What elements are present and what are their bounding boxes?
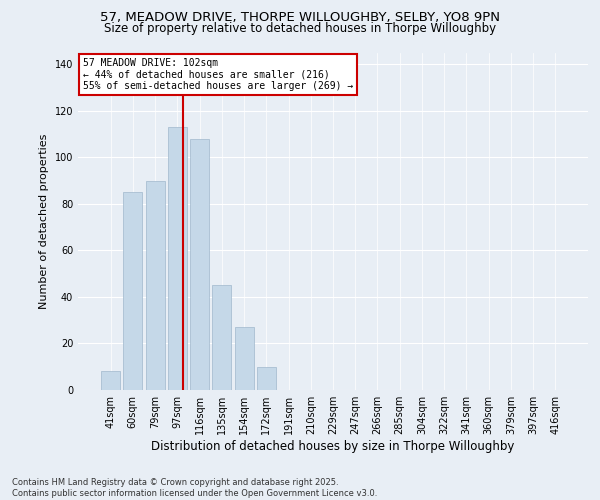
Bar	[257, 366, 276, 390]
Bar	[235, 327, 254, 390]
Bar	[124, 192, 142, 390]
Text: 57, MEADOW DRIVE, THORPE WILLOUGHBY, SELBY, YO8 9PN: 57, MEADOW DRIVE, THORPE WILLOUGHBY, SEL…	[100, 11, 500, 24]
Bar	[101, 372, 120, 390]
Bar	[190, 138, 209, 390]
X-axis label: Distribution of detached houses by size in Thorpe Willoughby: Distribution of detached houses by size …	[151, 440, 515, 453]
Bar	[168, 127, 187, 390]
Bar	[212, 286, 231, 390]
Text: 57 MEADOW DRIVE: 102sqm
← 44% of detached houses are smaller (216)
55% of semi-d: 57 MEADOW DRIVE: 102sqm ← 44% of detache…	[83, 58, 353, 91]
Text: Size of property relative to detached houses in Thorpe Willoughby: Size of property relative to detached ho…	[104, 22, 496, 35]
Text: Contains HM Land Registry data © Crown copyright and database right 2025.
Contai: Contains HM Land Registry data © Crown c…	[12, 478, 377, 498]
Y-axis label: Number of detached properties: Number of detached properties	[39, 134, 49, 309]
Bar	[146, 180, 164, 390]
